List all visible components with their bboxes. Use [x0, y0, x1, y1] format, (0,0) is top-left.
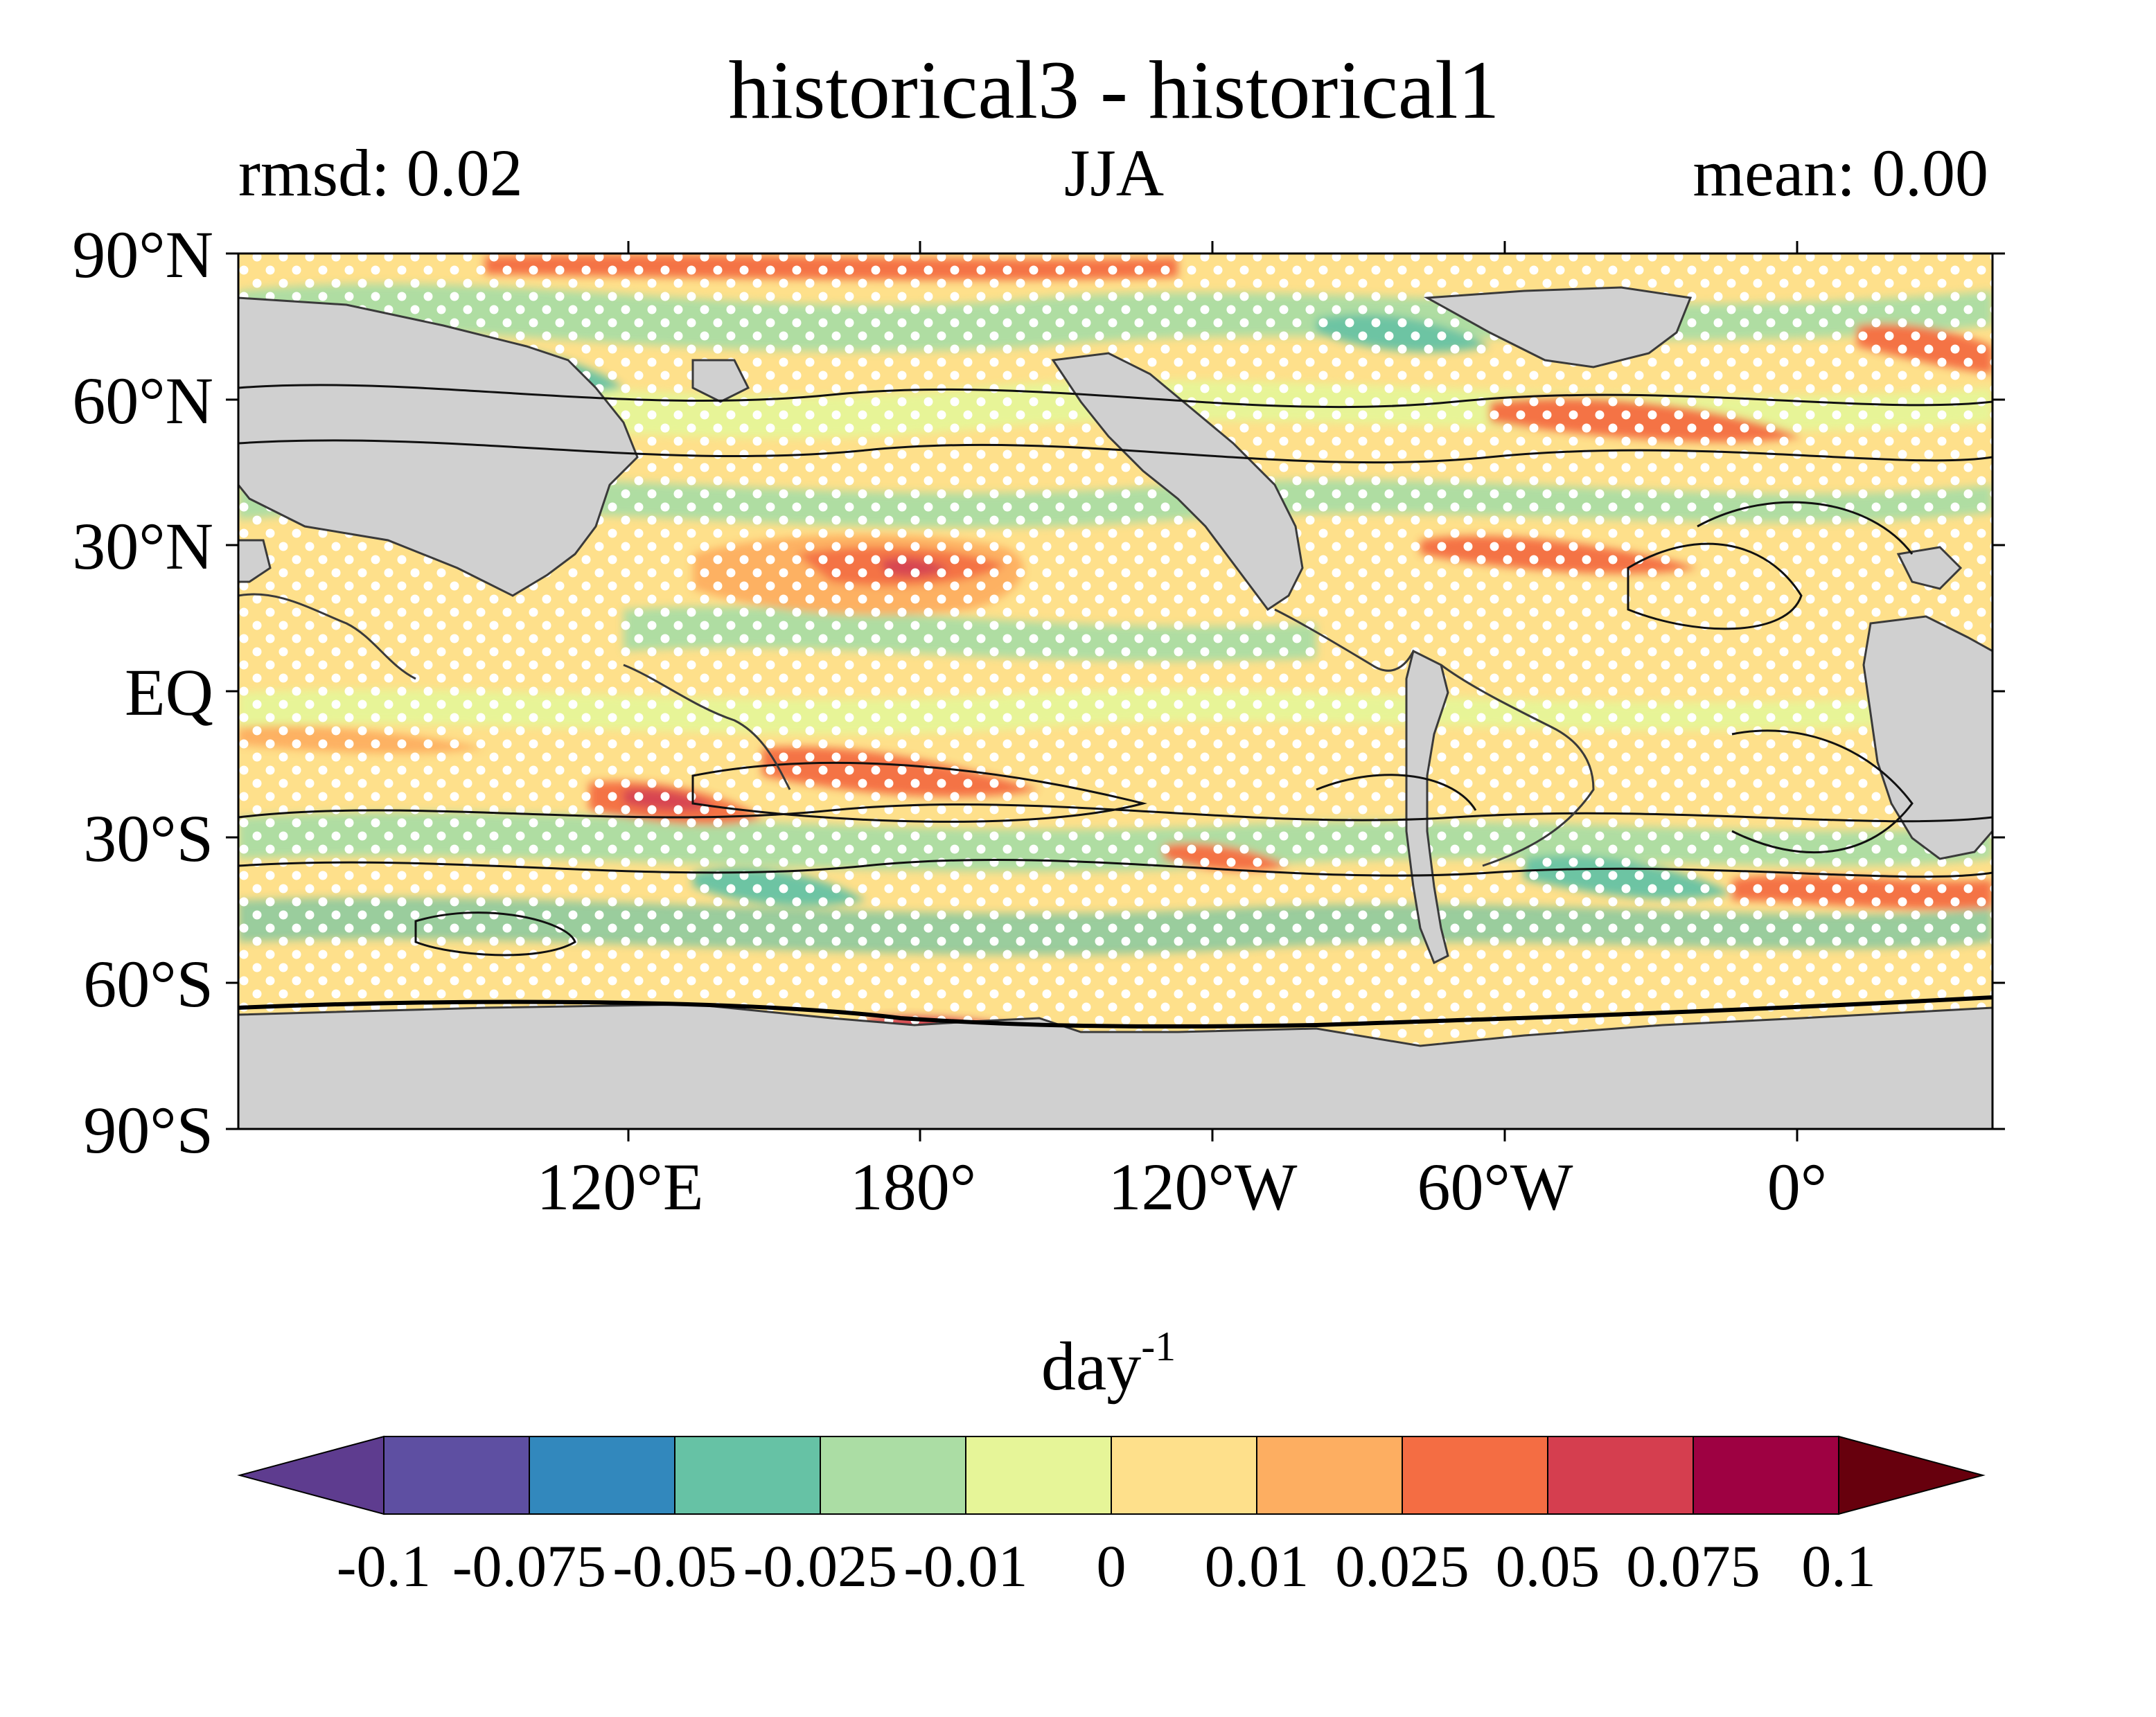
colorbar-tick-label: -0.05 [612, 1533, 736, 1599]
colorbar-bin [820, 1436, 966, 1515]
colorbar-tick-label: 0.025 [1335, 1533, 1469, 1599]
colorbar-tick-label: -0.1 [337, 1533, 431, 1599]
lat-label: 30°S [83, 801, 213, 875]
map-title: historical3 - historical1 [728, 44, 1499, 136]
colorbar-bin [674, 1436, 821, 1515]
axis-ticks [226, 241, 2005, 1141]
lon-label: 120°E [536, 1150, 703, 1224]
lat-label: 60°S [83, 947, 213, 1021]
colorbar-bin [965, 1436, 1112, 1515]
colorbar-frame [383, 1436, 1839, 1515]
colorbar-under-arrow [237, 1435, 385, 1515]
colorbar-unit: day-1 [1041, 1324, 1176, 1405]
colorbar-tick-label: 0.01 [1205, 1533, 1309, 1599]
colorbar-bin [1111, 1436, 1257, 1515]
colorbar-tick-label: -0.01 [903, 1533, 1027, 1599]
lat-label: EQ [125, 655, 213, 729]
colorbar-unit-base: day [1041, 1328, 1141, 1405]
colorbar-bin [1256, 1436, 1403, 1515]
colorbar-unit-exponent: -1 [1141, 1324, 1176, 1369]
colorbar-tick-label: 0.1 [1801, 1533, 1876, 1599]
colorbar-tick-label: -0.075 [452, 1533, 606, 1599]
colorbar-labels: -0.1 -0.075 -0.05 -0.025 -0.01 0 0.01 0.025 0.05… [337, 1533, 1876, 1599]
lon-label: 0° [1767, 1150, 1827, 1224]
colorbar: -0.1 -0.075 -0.05 -0.025 -0.01 0 0.01 0.025 0.05… [237, 1435, 1986, 1599]
colorbar-tick-label: 0.05 [1496, 1533, 1600, 1599]
longitude-labels: 120°E 180° 120°W 60°W 0° [536, 1150, 1827, 1224]
colorbar-tick-label: 0 [1097, 1533, 1126, 1599]
colorbar-bin [383, 1436, 530, 1515]
land-mask [238, 286, 1992, 1129]
rmsd-label: rmsd: 0.02 [238, 136, 523, 210]
lat-label: 30°N [72, 509, 213, 583]
latitude-labels: 90°N 60°N 30°N EQ 30°S 60°S 90°S [72, 217, 213, 1167]
colorbar-over-arrow [1838, 1435, 1986, 1515]
map-panel [238, 253, 1992, 1129]
mean-label: mean: 0.00 [1693, 136, 1988, 210]
colorbar-bin [1693, 1436, 1839, 1515]
season-label: JJA [1064, 136, 1164, 210]
lat-label: 90°S [83, 1093, 213, 1167]
lon-label: 60°W [1417, 1150, 1573, 1224]
lon-label: 180° [850, 1150, 976, 1224]
colorbar-bin [529, 1436, 675, 1515]
colorbar-tick-label: -0.025 [743, 1533, 897, 1599]
lon-label: 120°W [1108, 1150, 1298, 1224]
colorbar-bins [383, 1436, 1839, 1515]
colorbar-bin [1547, 1436, 1694, 1515]
colorbar-bin [1402, 1436, 1548, 1515]
colorbar-tick-label: 0.075 [1626, 1533, 1760, 1599]
lat-label: 90°N [72, 217, 213, 292]
contour-lines [238, 384, 1992, 957]
coastlines [238, 593, 1992, 1029]
lat-label: 60°N [72, 364, 213, 438]
